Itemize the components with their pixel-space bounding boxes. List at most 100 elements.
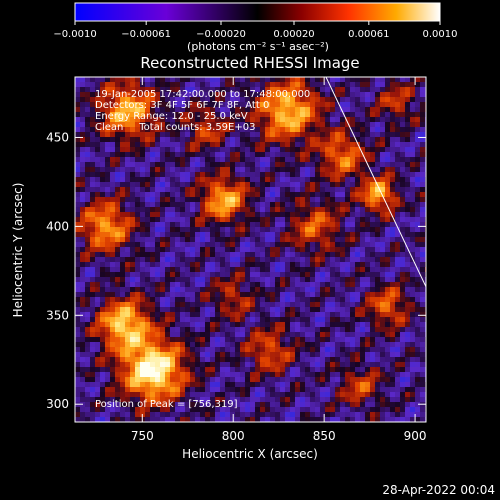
heatmap-cell [355,407,361,413]
heatmap-cell [405,222,411,228]
heatmap-cell [165,372,171,378]
heatmap-cell [295,382,301,388]
heatmap-cell [345,177,351,183]
heatmap-cell [105,147,111,153]
heatmap-cell [280,412,286,418]
heatmap-cell [105,137,111,143]
heatmap-cell [195,177,201,183]
heatmap-cell [290,352,296,358]
heatmap-cell [330,97,336,103]
heatmap-cell [120,182,126,188]
heatmap-cell [270,127,276,133]
heatmap-cell [415,287,421,293]
heatmap-cell [90,252,96,258]
heatmap-cell [185,147,191,153]
heatmap-cell [255,282,261,288]
heatmap-cell [220,307,226,313]
heatmap-cell [405,212,411,218]
heatmap-cell [315,412,321,418]
heatmap-cell [360,312,366,318]
heatmap-cell [340,317,346,323]
heatmap-cell [320,377,326,383]
heatmap-cell [380,142,386,148]
heatmap-cell [190,362,196,368]
heatmap-cell [375,232,381,238]
heatmap-cell [420,92,426,98]
heatmap-cell [145,217,151,223]
heatmap-cell [390,412,396,418]
heatmap-cell [415,82,421,88]
heatmap-cell [175,142,181,148]
heatmap-cell [395,227,401,233]
heatmap-cell [95,227,101,233]
heatmap-cell [395,172,401,178]
heatmap-cell [120,217,126,223]
heatmap-cell [260,197,266,203]
heatmap-cell [135,197,141,203]
heatmap-cell [395,97,401,103]
heatmap-cell [160,277,166,283]
heatmap-cell [150,167,156,173]
heatmap-cell [270,302,276,308]
heatmap-cell [195,332,201,338]
heatmap-cell [120,252,126,258]
heatmap-cell [255,302,261,308]
heatmap-cell [155,342,161,348]
heatmap-cell [405,372,411,378]
heatmap-cell [415,362,421,368]
heatmap-cell [195,117,201,123]
heatmap-cell [275,102,281,108]
heatmap-cell [335,287,341,293]
heatmap-cell [180,232,186,238]
heatmap-cell [180,387,186,393]
heatmap-cell [405,117,411,123]
heatmap-cell [190,277,196,283]
heatmap-cell [410,417,416,422]
heatmap-cell [345,197,351,203]
heatmap-cell [170,187,176,193]
heatmap-cell [285,272,291,278]
heatmap-cell [185,247,191,253]
heatmap-cell [75,127,81,133]
heatmap-cell [190,137,196,143]
heatmap-cell [245,252,251,258]
heatmap-cell [275,192,281,198]
heatmap-cell [375,177,381,183]
heatmap-cell [360,367,366,373]
heatmap-cell [110,157,116,163]
heatmap-cell [415,382,421,388]
heatmap-cell [350,122,356,128]
heatmap-cell [205,162,211,168]
heatmap-cell [240,182,246,188]
heatmap-cell [350,357,356,363]
heatmap-cell [345,317,351,323]
heatmap-cell [155,87,161,93]
heatmap-cell [285,212,291,218]
heatmap-cell [75,122,81,128]
heatmap-cell [135,347,141,353]
heatmap-cell [125,237,131,243]
heatmap-cell [345,357,351,363]
heatmap-cell [245,107,251,113]
heatmap-cell [290,282,296,288]
heatmap-cell [260,337,266,343]
heatmap-cell [380,222,386,228]
heatmap-cell [90,412,96,418]
heatmap-cell [165,352,171,358]
heatmap-cell [165,117,171,123]
heatmap-cell [195,407,201,413]
plot-frame [74,76,427,423]
heatmap-cell [195,357,201,363]
heatmap-cell [130,332,136,338]
heatmap-cell [240,372,246,378]
heatmap-cell [405,352,411,358]
heatmap-cell [340,322,346,328]
heatmap-cell [165,342,171,348]
heatmap-cell [420,247,426,253]
heatmap-cell [90,162,96,168]
heatmap-cell [355,317,361,323]
heatmap-cell [330,107,336,113]
heatmap-cell [200,267,206,273]
heatmap-cell [195,277,201,283]
heatmap-cell [165,227,171,233]
